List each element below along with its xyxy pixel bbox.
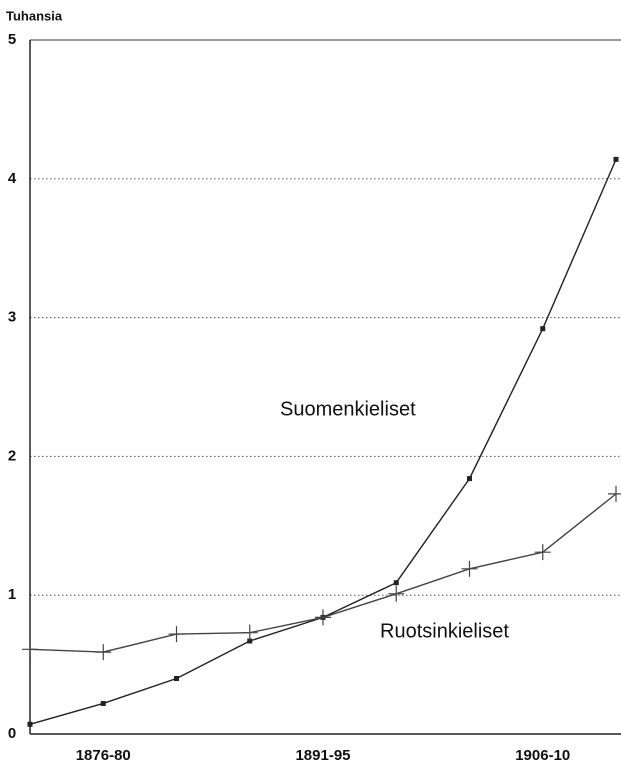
point-marker bbox=[168, 626, 185, 643]
point-marker bbox=[388, 585, 405, 602]
point-marker bbox=[534, 544, 551, 561]
series-line bbox=[29, 159, 617, 725]
y-tick-label: 0 bbox=[8, 725, 16, 742]
x-tick-label: 1906-10 bbox=[515, 747, 570, 764]
y-tick-label: 3 bbox=[8, 309, 16, 326]
point-marker bbox=[315, 609, 331, 626]
y-tick-label: 4 bbox=[8, 170, 17, 187]
point-marker bbox=[393, 580, 399, 586]
series-line bbox=[29, 493, 617, 653]
y-tick-label: 5 bbox=[8, 31, 16, 48]
point-marker bbox=[608, 485, 621, 502]
point-marker bbox=[95, 644, 112, 661]
point-marker bbox=[247, 638, 253, 644]
point-marker bbox=[241, 624, 258, 641]
y-tick-label: 1 bbox=[8, 586, 16, 603]
point-marker bbox=[540, 326, 546, 332]
point-marker bbox=[613, 156, 619, 162]
point-marker bbox=[174, 675, 179, 681]
point-marker bbox=[27, 721, 33, 727]
y-tick-label: 2 bbox=[8, 447, 16, 464]
x-tick-label: 1876-80 bbox=[76, 747, 131, 764]
y-axis-title: Tuhansia bbox=[6, 8, 63, 23]
x-tick-label: 1891-95 bbox=[295, 747, 350, 764]
series-label: Suomenkieliset bbox=[280, 398, 416, 420]
point-marker bbox=[100, 700, 106, 706]
point-marker bbox=[461, 560, 478, 577]
point-marker bbox=[22, 641, 38, 658]
series-label: Ruotsinkieliset bbox=[380, 620, 509, 642]
point-marker bbox=[467, 476, 472, 482]
